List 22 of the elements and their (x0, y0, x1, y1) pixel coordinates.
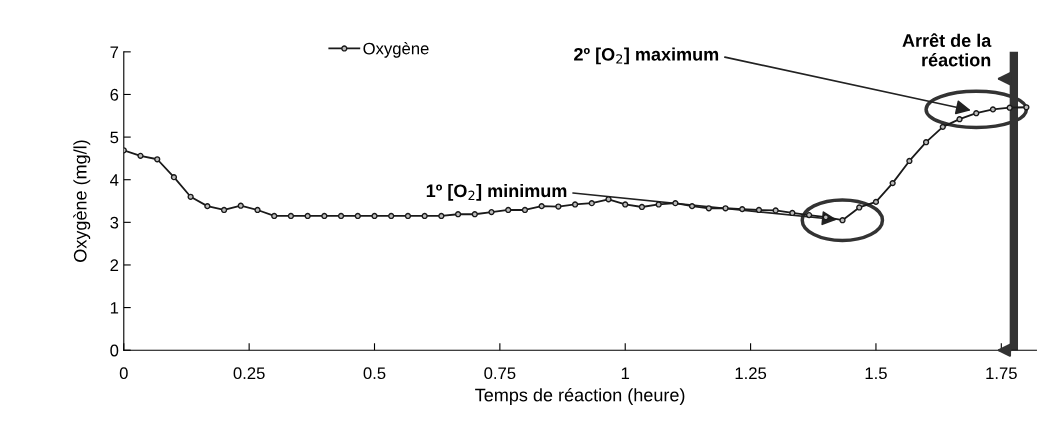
x-tick-label: 0.5 (363, 367, 386, 380)
annotation: 2º [O$_{2}$] maximum (574, 47, 719, 65)
annotation: 1º [O$_{2}$] minimum (426, 183, 567, 201)
x-tick-label: 0.25 (233, 367, 265, 380)
x-tick-label: 1.25 (735, 367, 767, 380)
legend-label: Oxygène (363, 42, 429, 58)
x-tick-label: 0.75 (484, 367, 516, 380)
y-tick-label: 2 (110, 259, 119, 271)
y-tick-label: 4 (110, 174, 119, 186)
y-axis-title: Oxygène (mg/l) (73, 140, 91, 262)
y-tick-label: 0 (110, 344, 119, 357)
x-axis-title: Temps de réaction (heure) (475, 387, 685, 405)
y-tick-label: 3 (110, 216, 119, 229)
x-tick-label: 1.75 (986, 367, 1017, 380)
y-tick-label: 7 (110, 46, 119, 58)
x-tick-label: 1.5 (865, 367, 887, 380)
x-tick-label: 1 (621, 367, 630, 379)
ref-line-label: Arrêt de la réaction (902, 33, 992, 67)
y-tick-label: 1 (110, 302, 119, 314)
x-tick-label: 0 (119, 367, 128, 380)
y-tick-label: 5 (110, 131, 119, 144)
y-tick-label: 6 (110, 88, 119, 101)
